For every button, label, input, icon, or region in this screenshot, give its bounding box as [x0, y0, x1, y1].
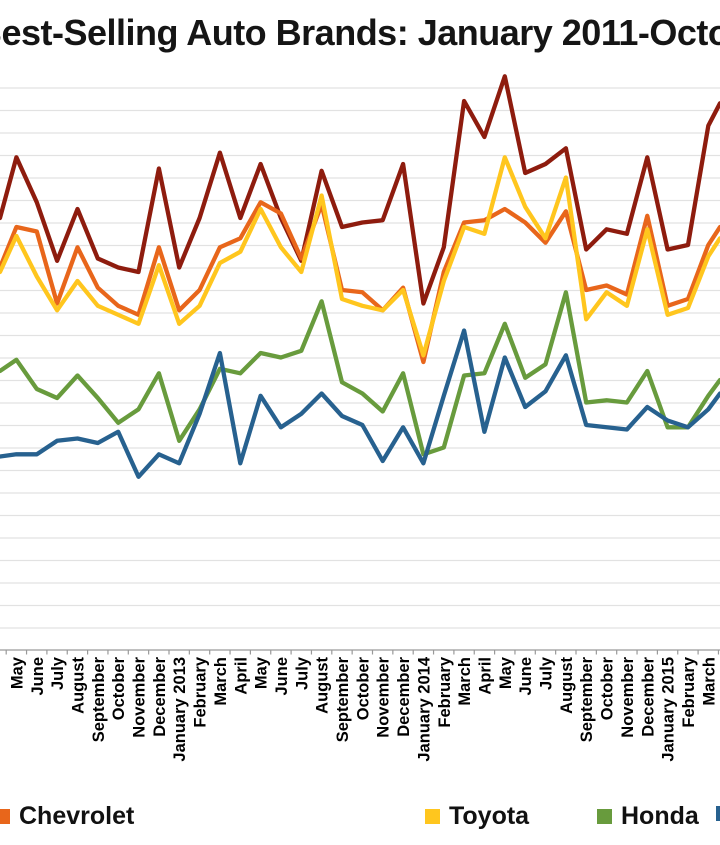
cropped-legend-swatch-icon	[716, 806, 720, 821]
x-axis-label: January 2013	[171, 657, 189, 762]
x-axis-label: May	[8, 656, 26, 689]
x-axis-label: May	[497, 656, 515, 689]
x-axis-label: August	[69, 656, 87, 713]
x-axis-label: July	[49, 656, 67, 690]
x-axis-label: August	[558, 656, 576, 713]
x-axis-label: December	[395, 656, 413, 736]
x-axis-label: December	[151, 656, 169, 736]
x-axis-label: March	[700, 657, 718, 706]
series-line-honda	[0, 290, 720, 457]
x-axis-label: June	[517, 657, 535, 696]
series-line-dark-red	[0, 74, 720, 306]
series-line-blue	[0, 328, 720, 479]
x-axis-label: April	[476, 657, 494, 695]
x-axis-label: September	[578, 656, 596, 742]
legend-label-chevrolet: Chevrolet	[19, 801, 135, 830]
toyota-swatch-icon	[425, 808, 440, 824]
x-axis-label: November	[619, 656, 637, 737]
legend-label-honda: Honda	[621, 801, 699, 830]
x-axis-label: October	[599, 656, 617, 720]
x-axis-label: November	[375, 656, 393, 737]
x-axis-label: November	[131, 656, 149, 737]
x-axis-label: July	[538, 656, 556, 690]
x-axis-label: April	[232, 657, 250, 695]
x-axis-label: August	[314, 656, 332, 713]
x-axis-label: June	[29, 657, 47, 696]
x-axis-label: September	[334, 656, 352, 742]
legend-item-honda: Honda	[597, 799, 699, 833]
series-line-chevrolet	[0, 200, 720, 365]
x-axis-label: June	[273, 657, 291, 696]
x-axis-label: February	[680, 656, 698, 727]
chart-title: Best-Selling Auto Brands: January 2011-O…	[0, 12, 720, 53]
honda-swatch-icon	[597, 808, 612, 824]
x-axis-label: January 2014	[415, 656, 433, 761]
legend-item-chevrolet: Chevrolet	[0, 799, 134, 833]
x-axis-label: September	[90, 656, 108, 742]
x-axis-label: March	[456, 657, 474, 706]
x-axis-label: October	[110, 656, 128, 720]
x-axis-label: December	[639, 656, 657, 736]
series-line-toyota	[0, 155, 720, 358]
legend-item-toyota: Toyota	[425, 799, 529, 833]
legend-label-toyota: Toyota	[449, 801, 530, 830]
x-axis-label: February	[436, 656, 454, 727]
x-axis-label: July	[293, 656, 311, 690]
chevrolet-swatch-icon	[0, 808, 10, 824]
x-axis-label: May	[253, 656, 271, 689]
x-axis-label: March	[212, 657, 230, 706]
x-axis-label: October	[354, 656, 372, 720]
x-axis-label: January 2015	[660, 657, 678, 762]
x-axis-label: February	[192, 656, 210, 727]
